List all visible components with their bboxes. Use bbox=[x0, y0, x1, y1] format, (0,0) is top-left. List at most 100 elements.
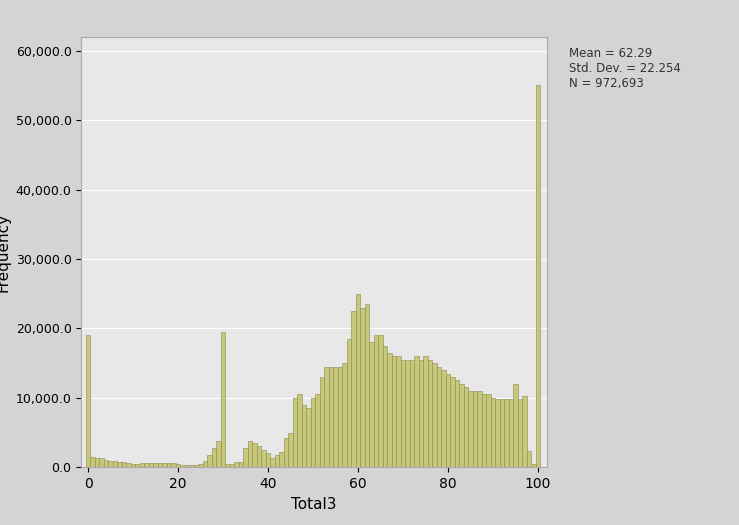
Bar bbox=[396, 356, 401, 467]
Bar bbox=[284, 438, 288, 467]
Bar bbox=[230, 465, 234, 467]
Bar bbox=[266, 454, 270, 467]
Bar bbox=[144, 463, 149, 467]
Bar bbox=[364, 304, 370, 467]
Bar bbox=[153, 463, 157, 467]
Bar bbox=[374, 335, 378, 467]
Bar bbox=[446, 373, 450, 467]
Bar bbox=[167, 463, 171, 467]
Bar bbox=[198, 465, 202, 467]
Bar bbox=[221, 332, 225, 467]
Bar bbox=[401, 360, 405, 467]
Bar bbox=[140, 464, 144, 467]
Bar bbox=[463, 387, 468, 467]
Bar bbox=[288, 433, 293, 467]
Bar bbox=[423, 356, 428, 467]
Bar bbox=[316, 394, 320, 467]
Bar bbox=[275, 455, 279, 467]
Bar bbox=[338, 366, 342, 467]
Bar bbox=[405, 360, 409, 467]
Bar bbox=[333, 366, 338, 467]
Bar bbox=[428, 360, 432, 467]
Bar bbox=[414, 356, 419, 467]
Bar bbox=[217, 441, 221, 467]
Bar bbox=[486, 394, 491, 467]
Bar bbox=[163, 463, 167, 467]
X-axis label: Total3: Total3 bbox=[291, 497, 337, 511]
Bar bbox=[441, 370, 446, 467]
Bar bbox=[392, 356, 396, 467]
Bar bbox=[234, 461, 239, 467]
Bar bbox=[293, 398, 297, 467]
Bar bbox=[508, 399, 513, 467]
Bar bbox=[378, 335, 383, 467]
Bar bbox=[157, 463, 163, 467]
Bar bbox=[185, 465, 189, 467]
Bar bbox=[261, 450, 266, 467]
Bar bbox=[122, 463, 126, 467]
Bar bbox=[450, 377, 454, 467]
Bar bbox=[329, 366, 333, 467]
Bar bbox=[95, 457, 99, 467]
Bar bbox=[495, 399, 500, 467]
Bar bbox=[202, 461, 207, 467]
Bar bbox=[90, 457, 95, 467]
Bar bbox=[531, 465, 536, 467]
Bar bbox=[248, 441, 252, 467]
Bar bbox=[207, 455, 212, 467]
Bar bbox=[149, 463, 153, 467]
Bar bbox=[306, 408, 310, 467]
Bar bbox=[239, 461, 243, 467]
Bar bbox=[176, 464, 180, 467]
Bar bbox=[302, 405, 306, 467]
Text: Mean = 62.29
Std. Dev. = 22.254
N = 972,693: Mean = 62.29 Std. Dev. = 22.254 N = 972,… bbox=[569, 47, 681, 90]
Bar bbox=[477, 391, 482, 467]
Bar bbox=[347, 339, 351, 467]
Bar bbox=[252, 443, 256, 467]
Bar bbox=[468, 391, 473, 467]
Bar bbox=[324, 366, 329, 467]
Bar bbox=[351, 311, 355, 467]
Bar bbox=[109, 461, 113, 467]
Bar bbox=[342, 363, 347, 467]
Bar bbox=[212, 448, 217, 467]
Bar bbox=[491, 398, 495, 467]
Bar bbox=[536, 86, 540, 467]
Bar bbox=[522, 396, 527, 467]
Bar bbox=[432, 363, 437, 467]
Bar bbox=[279, 452, 284, 467]
Bar bbox=[459, 384, 463, 467]
Y-axis label: Frequency: Frequency bbox=[0, 213, 10, 291]
Bar bbox=[473, 391, 477, 467]
Bar bbox=[86, 335, 90, 467]
Bar bbox=[383, 346, 387, 467]
Bar bbox=[437, 366, 441, 467]
Bar bbox=[135, 464, 140, 467]
Bar bbox=[225, 464, 230, 467]
Bar bbox=[409, 360, 414, 467]
Bar bbox=[180, 465, 185, 467]
Bar bbox=[171, 464, 176, 467]
Bar bbox=[500, 399, 504, 467]
Bar bbox=[504, 399, 508, 467]
Bar bbox=[270, 457, 275, 467]
Bar bbox=[189, 466, 194, 467]
Bar bbox=[370, 342, 374, 467]
Bar bbox=[243, 448, 248, 467]
Bar bbox=[131, 464, 135, 467]
Bar bbox=[454, 381, 459, 467]
Bar bbox=[126, 463, 131, 467]
Bar bbox=[320, 377, 324, 467]
Bar bbox=[194, 466, 198, 467]
Bar bbox=[387, 353, 392, 467]
Bar bbox=[103, 460, 109, 467]
Bar bbox=[310, 398, 316, 467]
Bar bbox=[118, 461, 122, 467]
Bar bbox=[513, 384, 517, 467]
Bar bbox=[99, 457, 103, 467]
Bar bbox=[256, 446, 261, 467]
Bar bbox=[360, 308, 364, 467]
Bar bbox=[355, 293, 360, 467]
Bar bbox=[527, 450, 531, 467]
Bar bbox=[297, 394, 302, 467]
